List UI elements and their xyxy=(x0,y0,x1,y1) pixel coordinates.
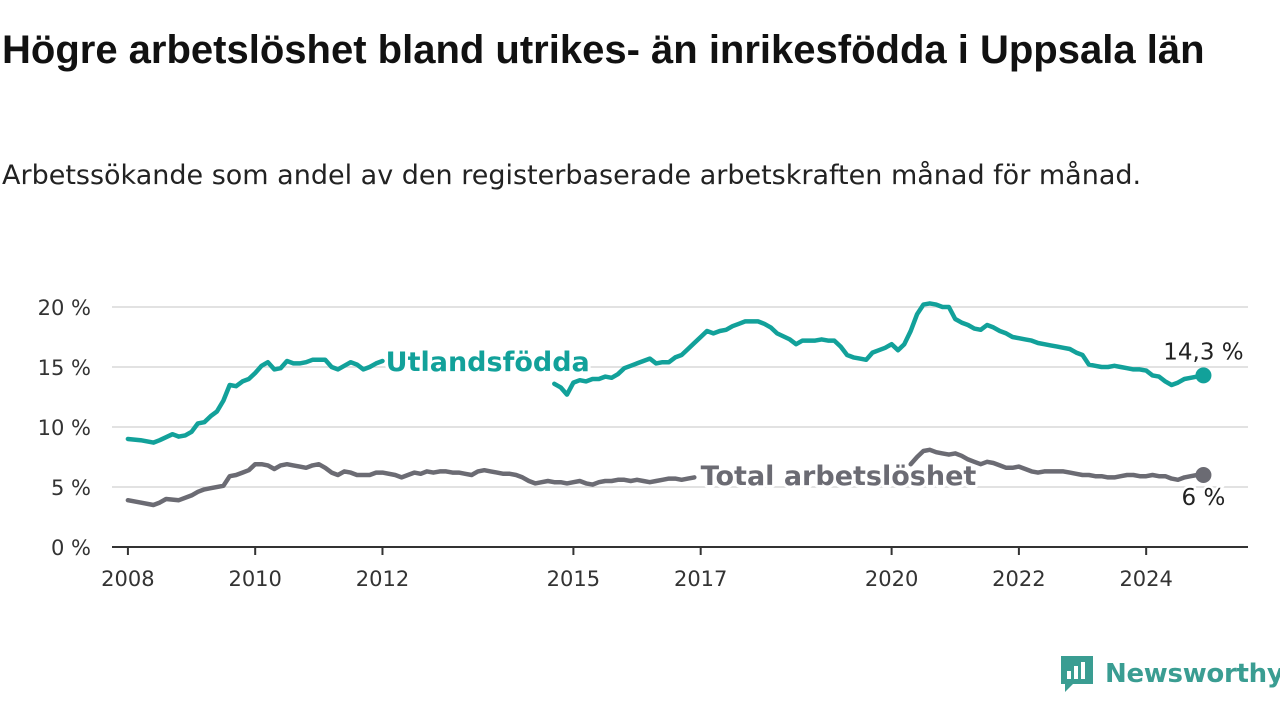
y-tick-label: 5 % xyxy=(51,476,91,500)
x-tick-label: 2022 xyxy=(992,567,1045,591)
chart-title: Högre arbetslöshet bland utrikes- än inr… xyxy=(2,28,1205,72)
series-lines xyxy=(125,301,1212,508)
brand-logo: Newsworthy xyxy=(1059,654,1280,694)
x-tick-label: 2015 xyxy=(547,567,600,591)
x-tick-label: 2024 xyxy=(1119,567,1172,591)
series-line-total xyxy=(908,447,1206,483)
y-tick-label: 10 % xyxy=(38,416,91,440)
end-value-label: 6 % xyxy=(1182,485,1226,511)
series-labels: Utlandsfödda 14,3 % Total arbetslöshet 6 % xyxy=(383,337,1246,514)
x-tick-label: 2012 xyxy=(356,567,409,591)
brand-name: Newsworthy xyxy=(1105,659,1280,689)
y-tick-label: 20 % xyxy=(38,296,91,320)
series-line-utlandsfodda xyxy=(552,301,1206,397)
x-axis: 2008 2010 2012 2015 2017 2020 2022 2024 xyxy=(101,546,1248,591)
x-tick-label: 2020 xyxy=(865,567,918,591)
x-tick-label: 2008 xyxy=(101,567,154,591)
series-line-total xyxy=(125,461,697,508)
end-value-label: 14,3 % xyxy=(1163,339,1243,365)
x-tick-label: 2010 xyxy=(228,567,281,591)
end-point-marker xyxy=(1195,467,1212,483)
end-point-marker xyxy=(1195,367,1212,384)
gridlines xyxy=(112,306,1248,488)
y-axis-ticks: 0 % 5 % 10 % 15 % 20 % xyxy=(38,296,91,560)
y-tick-label: 15 % xyxy=(38,356,91,380)
x-tick-label: 2017 xyxy=(674,567,727,591)
series-label: Utlandsfödda xyxy=(386,347,590,378)
y-tick-label: 0 % xyxy=(51,536,91,560)
chart-subtitle: Arbetssökande som andel av den registerb… xyxy=(2,160,1142,191)
newsworthy-logo-icon xyxy=(1061,656,1093,692)
series-label: Total arbetslöshet xyxy=(701,461,977,492)
series-line-utlandsfodda xyxy=(125,357,385,445)
